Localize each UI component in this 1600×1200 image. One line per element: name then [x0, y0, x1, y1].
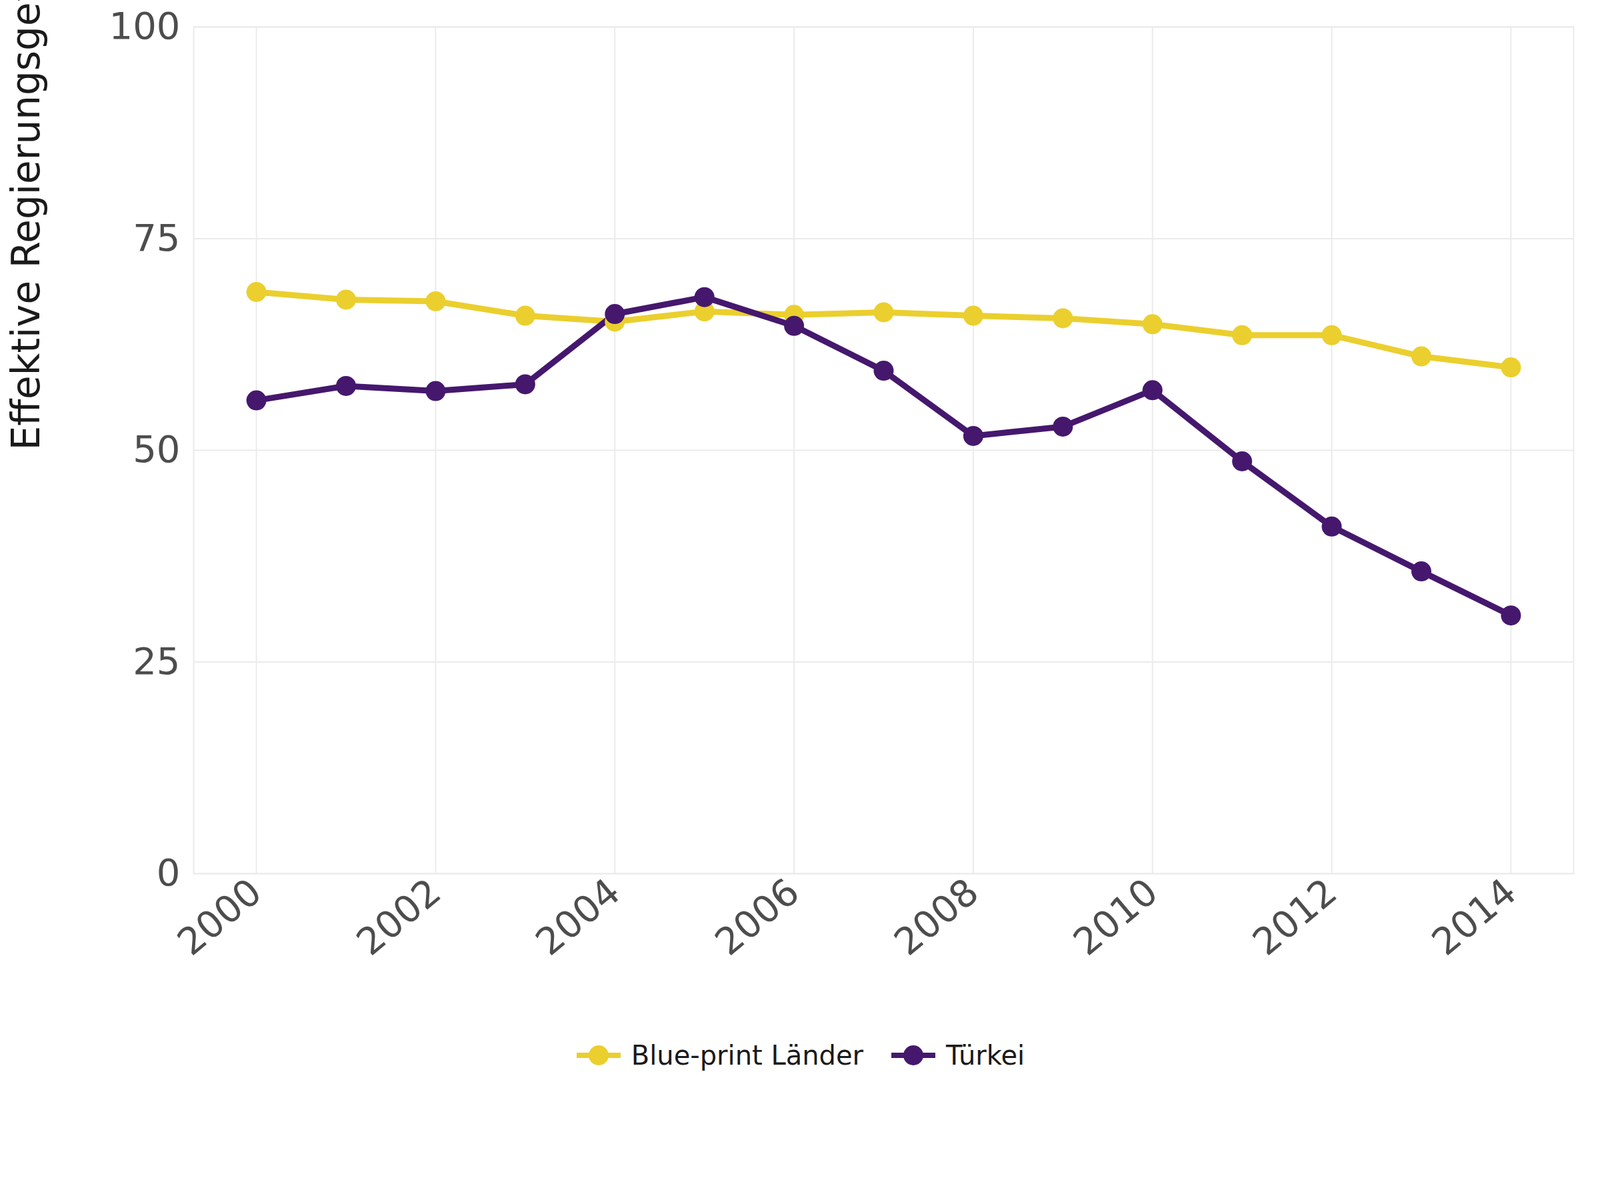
svg-text:2004: 2004: [527, 869, 628, 964]
html-text:Türkei: Türkei: [946, 1040, 1025, 1071]
svg-text:Effektive Regierungsgewalt: Effektive Regierungsgewalt: [3, 0, 49, 451]
svg-text:2000: 2000: [169, 869, 270, 964]
svg-text:2014: 2014: [1423, 869, 1524, 964]
svg-text:2008: 2008: [886, 869, 987, 964]
html-text:Blue-print Länder: Blue-print Länder: [631, 1040, 864, 1071]
svg-text:50: 50: [132, 427, 180, 471]
svg-text:75: 75: [132, 216, 180, 260]
svg-text:2006: 2006: [706, 869, 808, 964]
svg-text:25: 25: [132, 639, 180, 683]
svg-text:2002: 2002: [348, 869, 449, 964]
svg-text:2010: 2010: [1065, 869, 1166, 964]
svg-text:0: 0: [156, 850, 181, 894]
svg-text:2012: 2012: [1244, 869, 1345, 964]
svg-text:100: 100: [109, 4, 181, 48]
